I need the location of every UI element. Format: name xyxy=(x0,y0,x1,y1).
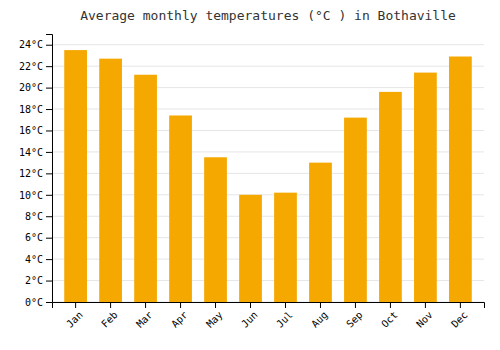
x-tick-mark xyxy=(355,302,356,308)
x-tick-mark xyxy=(250,302,251,308)
bar xyxy=(449,57,472,302)
y-tick: 22°C xyxy=(19,61,52,72)
x-tick: Apr xyxy=(169,302,190,330)
y-tick-mark xyxy=(46,302,52,303)
y-tick: 2°C xyxy=(25,275,52,286)
x-tick-label: Dec xyxy=(449,309,470,330)
x-tick-label: Jun xyxy=(239,309,260,330)
y-tick-mark xyxy=(46,216,52,217)
y-tick-mark xyxy=(46,66,52,67)
y-axis: 0°C 2°C 4°C 6°C 8°C 10°C 12°C 14°C 16°C 18°C 20°C 2… xyxy=(19,35,53,308)
y-tick-mark xyxy=(46,281,52,282)
y-tick-mark xyxy=(46,195,52,196)
bar xyxy=(344,118,367,302)
bar xyxy=(99,59,122,302)
y-tick-label: 12°C xyxy=(19,168,43,179)
y-tick-label: 10°C xyxy=(19,190,43,201)
bar xyxy=(169,115,192,302)
bar xyxy=(204,157,227,302)
grid-line xyxy=(52,44,484,45)
y-tick-mark xyxy=(46,88,52,89)
x-tick: Aug xyxy=(309,302,330,330)
x-tick-label: Mar xyxy=(134,309,155,330)
x-tick-label: Aug xyxy=(309,309,330,330)
y-tick-label: 2°C xyxy=(25,275,43,286)
plot: 0°C 2°C 4°C 6°C 8°C 10°C 12°C 14°C 16°C 18°C 20°C 2… xyxy=(19,35,485,330)
y-tick-mark xyxy=(46,130,52,131)
y-tick-label: 4°C xyxy=(25,254,43,265)
y-tick-label: 22°C xyxy=(19,61,43,72)
x-tick-mark xyxy=(285,302,286,308)
x-tick-label: May xyxy=(204,309,225,330)
y-tick-label: 8°C xyxy=(25,211,43,222)
y-tick: 14°C xyxy=(19,147,52,158)
y-tick-mark xyxy=(46,259,52,260)
x-tick: May xyxy=(204,302,225,330)
x-tick-label: Jan xyxy=(64,309,85,330)
y-tick-label: 18°C xyxy=(19,104,43,115)
y-tick-label: 20°C xyxy=(19,82,43,93)
y-tick-mark xyxy=(46,109,52,110)
x-tick: Sep xyxy=(344,302,365,330)
bar xyxy=(309,163,332,302)
y-tick: 6°C xyxy=(25,232,52,243)
y-tick-label: 24°C xyxy=(19,39,43,50)
y-tick-mark xyxy=(46,45,52,46)
y-tick: 16°C xyxy=(19,125,52,136)
y-axis-line xyxy=(46,35,53,303)
bar xyxy=(134,75,157,302)
y-tick-mark xyxy=(46,238,52,239)
y-tick-label: 0°C xyxy=(25,297,43,308)
chart: 0°C 2°C 4°C 6°C 8°C 10°C 12°C 14°C 16°C 18°C 20°C 2… xyxy=(0,0,500,350)
x-tick-mark xyxy=(145,302,146,308)
x-tick-mark xyxy=(110,302,111,308)
x-tick-mark xyxy=(75,302,76,308)
x-tick-label: Apr xyxy=(169,309,190,330)
x-tick-label: Feb xyxy=(99,309,120,330)
x-tick: Jan xyxy=(64,302,85,330)
y-tick: 0°C xyxy=(25,297,52,308)
x-tick: Feb xyxy=(99,302,120,330)
bar xyxy=(274,193,297,302)
bar xyxy=(64,50,87,302)
grid xyxy=(52,45,484,302)
x-tick-mark xyxy=(390,302,391,308)
y-tick-label: 6°C xyxy=(25,232,43,243)
x-tick: Oct xyxy=(379,302,400,330)
y-tick: 8°C xyxy=(25,211,52,222)
y-tick: 20°C xyxy=(19,82,52,93)
x-tick-label: Nov xyxy=(414,309,435,330)
bar xyxy=(379,92,402,302)
bar xyxy=(239,195,262,302)
y-tick-label: 14°C xyxy=(19,147,43,158)
x-axis: Jan Feb Mar Apr May Jun Jul Aug Sep Oct Nov Dec xyxy=(53,302,485,330)
x-tick: Jun xyxy=(239,302,260,330)
y-tick: 10°C xyxy=(19,190,52,201)
y-tick: 24°C xyxy=(19,39,52,50)
x-tick-mark xyxy=(425,302,426,308)
x-axis-line xyxy=(53,303,485,309)
y-tick-label: 16°C xyxy=(19,125,43,136)
y-tick-mark xyxy=(46,173,52,174)
x-tick: Nov xyxy=(414,302,435,330)
x-tick-mark xyxy=(180,302,181,308)
bar xyxy=(414,73,437,302)
x-tick-mark xyxy=(460,302,461,308)
x-tick: Mar xyxy=(134,302,155,330)
x-tick-label: Oct xyxy=(379,309,400,330)
y-tick-mark xyxy=(46,152,52,153)
y-tick: 18°C xyxy=(19,104,52,115)
x-tick-mark xyxy=(215,302,216,308)
y-tick: 4°C xyxy=(25,254,52,265)
y-tick: 12°C xyxy=(19,168,52,179)
x-tick-mark xyxy=(320,302,321,308)
bars xyxy=(64,50,472,302)
x-tick-label: Jul xyxy=(274,309,295,330)
title: Average monthly temperatures (°C ) in Bo… xyxy=(80,8,456,23)
x-tick: Jul xyxy=(274,302,295,330)
x-tick: Dec xyxy=(449,302,470,330)
x-tick-label: Sep xyxy=(344,309,365,330)
